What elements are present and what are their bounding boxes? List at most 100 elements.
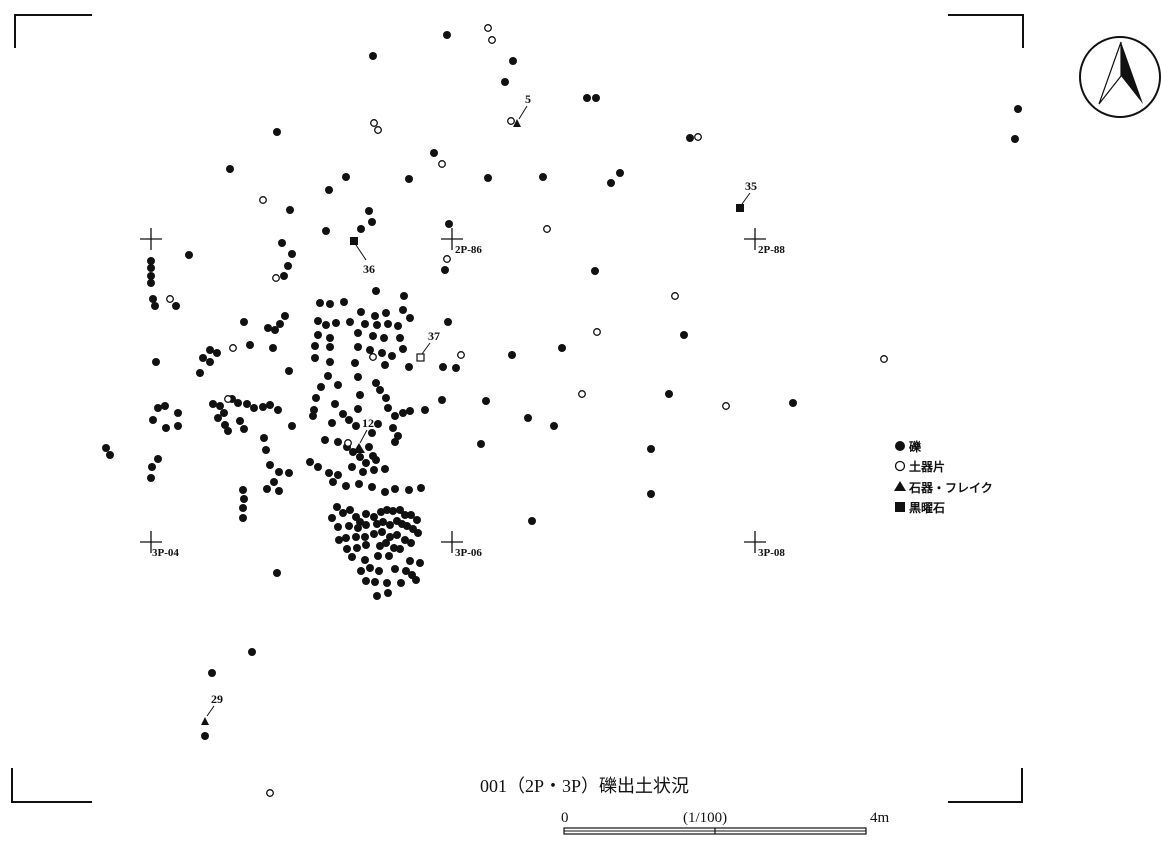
pebble-point (1014, 105, 1022, 113)
stone-tool-triangle-icon (353, 443, 365, 453)
grid-label-3p04: 3P-04 (152, 547, 179, 559)
pebble-point (209, 400, 217, 408)
pebble-point (326, 300, 334, 308)
pebble-point (558, 344, 566, 352)
find-label-12: 12 (362, 416, 374, 430)
pebble-point (275, 468, 283, 476)
pebble-point (314, 317, 322, 325)
pebble-point (371, 578, 379, 586)
pebble-point (342, 534, 350, 542)
svg-text:4m: 4m (870, 810, 890, 826)
pebble-point (343, 545, 351, 553)
pebble-point (1011, 135, 1019, 143)
grid-cross-3p06 (441, 531, 463, 553)
pottery-sherd-point (370, 119, 378, 127)
pebble-point (271, 326, 279, 334)
find-36: 36 (350, 237, 375, 276)
pebble-point (162, 424, 170, 432)
grid-label-3p08: 3P-08 (758, 547, 785, 559)
pebble-point (365, 207, 373, 215)
find-label-29: 29 (211, 692, 223, 706)
pottery-sherd-point (369, 353, 377, 361)
pebble-point (266, 401, 274, 409)
pebble-point (174, 422, 182, 430)
pebble-point (314, 463, 322, 471)
grid-cross-nw (140, 228, 162, 250)
pebble-point (370, 530, 378, 538)
pebble-point (106, 451, 114, 459)
pebble-point (550, 422, 558, 430)
pebble-point (333, 503, 341, 511)
pebble-point (686, 134, 694, 142)
pebble-point (246, 341, 254, 349)
pebble-point (224, 427, 232, 435)
pebble-point (259, 403, 267, 411)
pebble-point (401, 536, 409, 544)
open-circle-icon (894, 460, 906, 472)
pottery-sherd-point (229, 344, 237, 352)
pebble-point (383, 506, 391, 514)
find-35: 35 (736, 179, 757, 212)
pebble-point (149, 416, 157, 424)
pebble-point (325, 186, 333, 194)
pebble-point (443, 31, 451, 39)
pebble-point (382, 309, 390, 317)
pebble-point (366, 564, 374, 572)
pebble-point (477, 440, 485, 448)
pebble-point (361, 320, 369, 328)
find-37: 37 (416, 329, 440, 362)
pebble-point (616, 169, 624, 177)
grid-label-2p86: 2P-86 (455, 244, 482, 256)
pebble-point (416, 559, 424, 567)
obsidian-square-icon (350, 237, 358, 245)
pebble-point (280, 272, 288, 280)
pebble-point (399, 306, 407, 314)
pebble-point (372, 379, 380, 387)
pebble-point (147, 474, 155, 482)
pebble-point (405, 486, 413, 494)
pebble-point (417, 484, 425, 492)
pebble-point (234, 399, 242, 407)
pebble-point (482, 397, 490, 405)
pebble-point (369, 332, 377, 340)
pebble-point (441, 266, 449, 274)
pebble-point (326, 343, 334, 351)
grid-cross-3p04 (140, 531, 162, 553)
pebble-point (274, 406, 282, 414)
stone-tool-triangle-icon (513, 119, 521, 127)
pebble-point (399, 345, 407, 353)
pebble-point (359, 468, 367, 476)
pebble-point (362, 577, 370, 585)
svg-text:石器・フレイク: 石器・フレイク (908, 481, 993, 495)
pebble-point (394, 432, 402, 440)
pottery-sherd-point (259, 196, 267, 204)
pebble-point (372, 456, 380, 464)
find-label-35: 35 (745, 179, 757, 193)
pebble-point (391, 438, 399, 446)
pebble-point (321, 436, 329, 444)
pebble-point (376, 386, 384, 394)
pebble-point (174, 409, 182, 417)
pebble-point (325, 469, 333, 477)
pebble-point (421, 406, 429, 414)
pebble-point (260, 434, 268, 442)
pottery-sherd-point (671, 292, 679, 300)
pebble-point (452, 364, 460, 372)
pebble-point (331, 400, 339, 408)
pottery-sherd-point (374, 126, 382, 134)
pebble-point (332, 319, 340, 327)
stone-tool-triangle-icon (201, 717, 209, 725)
pebble-point (199, 354, 207, 362)
pebble-point (391, 565, 399, 573)
pottery-sherd-point (344, 439, 352, 447)
north-arrow-icon (1079, 36, 1161, 118)
pottery-sherd-points (166, 24, 888, 797)
pebble-point (406, 557, 414, 565)
pebble-point (340, 298, 348, 306)
pebble-point (352, 422, 360, 430)
pebble-point (285, 367, 293, 375)
grid-label-2p88: 2P-88 (758, 244, 785, 256)
pottery-sherd-point (443, 255, 451, 263)
grid-label-3p06: 3P-06 (455, 547, 482, 559)
pebble-point (369, 52, 377, 60)
